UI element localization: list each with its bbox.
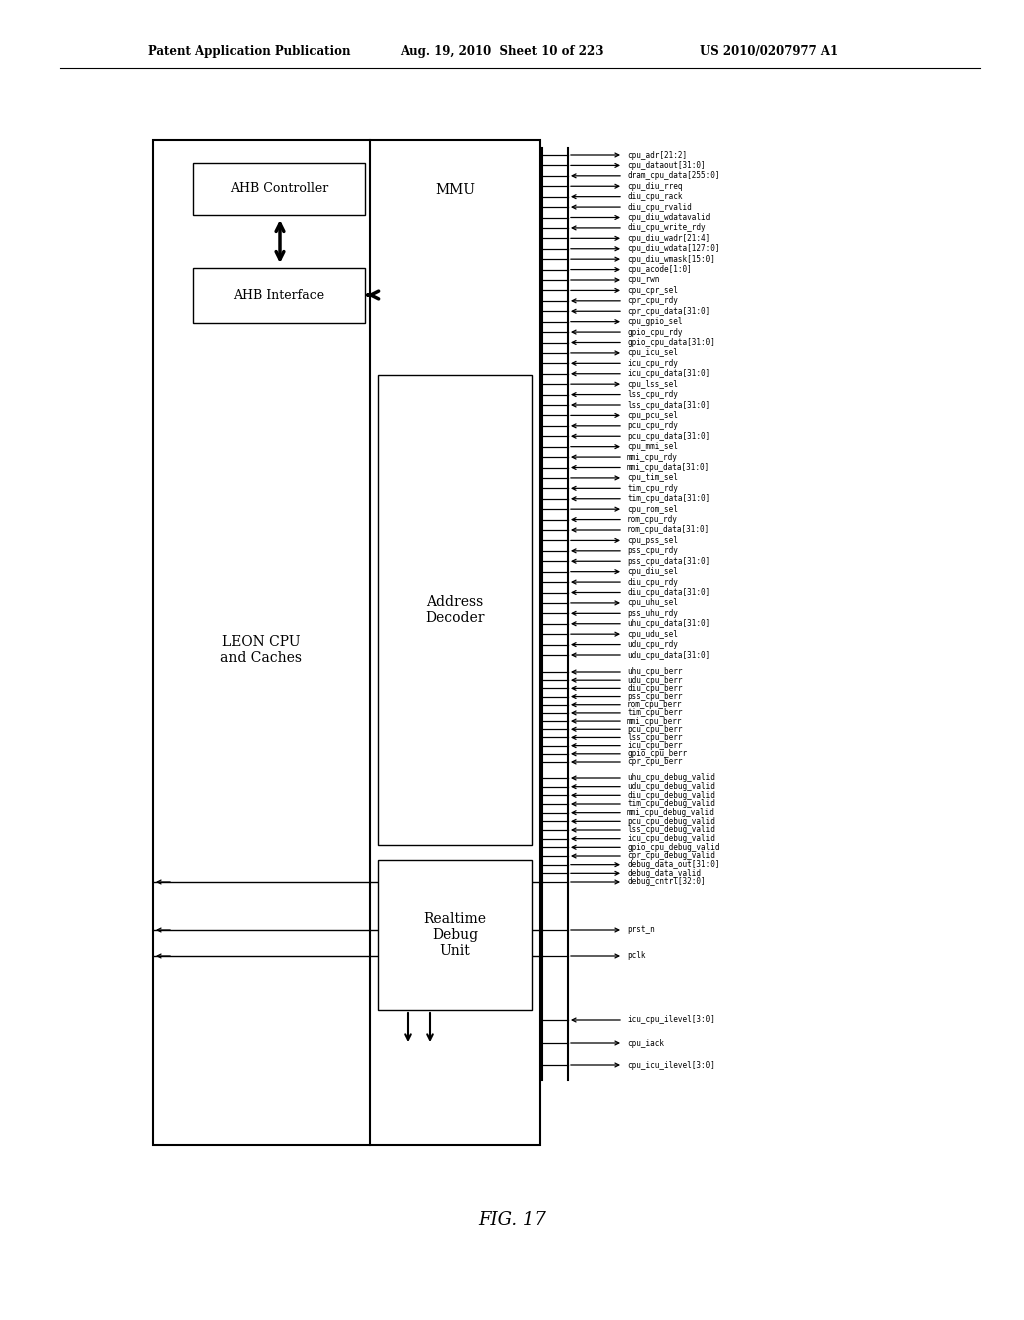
- Text: tim_cpu_data[31:0]: tim_cpu_data[31:0]: [627, 494, 711, 503]
- Text: cpu_udu_sel: cpu_udu_sel: [627, 630, 678, 639]
- Text: pss_cpu_berr: pss_cpu_berr: [627, 692, 683, 701]
- Bar: [153, 140, 540, 1144]
- Text: lss_cpu_data[31:0]: lss_cpu_data[31:0]: [627, 400, 711, 409]
- Text: cpu_adr[21:2]: cpu_adr[21:2]: [627, 150, 687, 160]
- Text: diu_cpu_rack: diu_cpu_rack: [627, 193, 683, 201]
- Text: dram_cpu_data[255:0]: dram_cpu_data[255:0]: [627, 172, 720, 181]
- Text: cpu_diu_sel: cpu_diu_sel: [627, 568, 678, 576]
- Text: cpu_icu_ilevel[3:0]: cpu_icu_ilevel[3:0]: [627, 1060, 715, 1069]
- Text: prst_n: prst_n: [627, 925, 654, 935]
- Text: lss_cpu_debug_valid: lss_cpu_debug_valid: [627, 825, 715, 834]
- Text: Address
Decoder: Address Decoder: [425, 595, 484, 626]
- Text: mmi_cpu_data[31:0]: mmi_cpu_data[31:0]: [627, 463, 711, 473]
- Text: cpu_tim_sel: cpu_tim_sel: [627, 474, 678, 482]
- Text: gpio_cpu_rdy: gpio_cpu_rdy: [627, 327, 683, 337]
- Bar: [378, 375, 532, 845]
- Text: pss_cpu_data[31:0]: pss_cpu_data[31:0]: [627, 557, 711, 566]
- Text: debug_data_out[31:0]: debug_data_out[31:0]: [627, 861, 720, 869]
- Text: cpu_acode[1:0]: cpu_acode[1:0]: [627, 265, 692, 275]
- Text: diu_cpu_data[31:0]: diu_cpu_data[31:0]: [627, 587, 711, 597]
- Text: gpio_cpu_data[31:0]: gpio_cpu_data[31:0]: [627, 338, 715, 347]
- Text: icu_cpu_data[31:0]: icu_cpu_data[31:0]: [627, 370, 711, 379]
- Text: AHB Interface: AHB Interface: [233, 289, 325, 302]
- Text: udu_cpu_data[31:0]: udu_cpu_data[31:0]: [627, 651, 711, 660]
- Text: lss_cpu_berr: lss_cpu_berr: [627, 733, 683, 742]
- Text: cpr_cpu_rdy: cpr_cpu_rdy: [627, 296, 678, 305]
- Text: icu_cpu_berr: icu_cpu_berr: [627, 741, 683, 750]
- Text: cpu_iack: cpu_iack: [627, 1039, 664, 1048]
- Bar: [193, 162, 365, 215]
- Text: udu_cpu_debug_valid: udu_cpu_debug_valid: [627, 783, 715, 791]
- Text: cpu_diu_wadr[21:4]: cpu_diu_wadr[21:4]: [627, 234, 711, 243]
- Text: cpu_diu_wmask[15:0]: cpu_diu_wmask[15:0]: [627, 255, 715, 264]
- Text: pcu_cpu_rdy: pcu_cpu_rdy: [627, 421, 678, 430]
- Text: rom_cpu_berr: rom_cpu_berr: [627, 700, 683, 709]
- Text: diu_cpu_rvalid: diu_cpu_rvalid: [627, 202, 692, 211]
- Text: cpr_cpu_berr: cpr_cpu_berr: [627, 758, 683, 767]
- Text: icu_cpu_ilevel[3:0]: icu_cpu_ilevel[3:0]: [627, 1015, 715, 1024]
- Text: cpu_icu_sel: cpu_icu_sel: [627, 348, 678, 358]
- Text: US 2010/0207977 A1: US 2010/0207977 A1: [700, 45, 838, 58]
- Text: icu_cpu_debug_valid: icu_cpu_debug_valid: [627, 834, 715, 843]
- Text: uhu_cpu_debug_valid: uhu_cpu_debug_valid: [627, 774, 715, 783]
- Text: cpu_diu_wdatavalid: cpu_diu_wdatavalid: [627, 213, 711, 222]
- Text: rom_cpu_data[31:0]: rom_cpu_data[31:0]: [627, 525, 711, 535]
- Text: cpu_lss_sel: cpu_lss_sel: [627, 380, 678, 388]
- Text: cpu_diu_wdata[127:0]: cpu_diu_wdata[127:0]: [627, 244, 720, 253]
- Text: gpio_cpu_berr: gpio_cpu_berr: [627, 750, 687, 758]
- Text: udu_cpu_rdy: udu_cpu_rdy: [627, 640, 678, 649]
- Text: LEON CPU
and Caches: LEON CPU and Caches: [220, 635, 302, 665]
- Text: udu_cpu_berr: udu_cpu_berr: [627, 676, 683, 685]
- Text: lss_cpu_rdy: lss_cpu_rdy: [627, 391, 678, 399]
- Text: pcu_cpu_debug_valid: pcu_cpu_debug_valid: [627, 817, 715, 826]
- Text: cpu_uhu_sel: cpu_uhu_sel: [627, 598, 678, 607]
- Text: cpr_cpu_debug_valid: cpr_cpu_debug_valid: [627, 851, 715, 861]
- Text: cpu_diu_rreq: cpu_diu_rreq: [627, 182, 683, 191]
- Text: cpu_pss_sel: cpu_pss_sel: [627, 536, 678, 545]
- Text: MMU: MMU: [435, 183, 475, 197]
- Text: cpu_cpr_sel: cpu_cpr_sel: [627, 286, 678, 294]
- Text: pcu_cpu_data[31:0]: pcu_cpu_data[31:0]: [627, 432, 711, 441]
- Text: debug_cntrl[32:0]: debug_cntrl[32:0]: [627, 878, 706, 887]
- Text: uhu_cpu_berr: uhu_cpu_berr: [627, 668, 683, 676]
- Text: Realtime
Debug
Unit: Realtime Debug Unit: [424, 912, 486, 958]
- Text: pss_uhu_rdy: pss_uhu_rdy: [627, 609, 678, 618]
- Text: rom_cpu_rdy: rom_cpu_rdy: [627, 515, 678, 524]
- Text: Patent Application Publication: Patent Application Publication: [148, 45, 350, 58]
- Text: Aug. 19, 2010  Sheet 10 of 223: Aug. 19, 2010 Sheet 10 of 223: [400, 45, 603, 58]
- Text: tim_cpu_berr: tim_cpu_berr: [627, 709, 683, 717]
- Text: mmi_cpu_rdy: mmi_cpu_rdy: [627, 453, 678, 462]
- Text: cpu_pcu_sel: cpu_pcu_sel: [627, 411, 678, 420]
- Text: FIG. 17: FIG. 17: [478, 1210, 546, 1229]
- Text: diu_cpu_rdy: diu_cpu_rdy: [627, 578, 678, 586]
- Text: cpu_rom_sel: cpu_rom_sel: [627, 504, 678, 513]
- Text: cpu_rwn: cpu_rwn: [627, 276, 659, 285]
- Text: pss_cpu_rdy: pss_cpu_rdy: [627, 546, 678, 556]
- Text: diu_cpu_berr: diu_cpu_berr: [627, 684, 683, 693]
- Bar: [193, 268, 365, 323]
- Text: icu_cpu_rdy: icu_cpu_rdy: [627, 359, 678, 368]
- Text: gpio_cpu_debug_valid: gpio_cpu_debug_valid: [627, 843, 720, 851]
- Text: tim_cpu_rdy: tim_cpu_rdy: [627, 484, 678, 492]
- Text: cpu_dataout[31:0]: cpu_dataout[31:0]: [627, 161, 706, 170]
- Text: mmi_cpu_debug_valid: mmi_cpu_debug_valid: [627, 808, 715, 817]
- Text: mmi_cpu_berr: mmi_cpu_berr: [627, 717, 683, 726]
- Text: cpu_mmi_sel: cpu_mmi_sel: [627, 442, 678, 451]
- Text: diu_cpu_write_rdy: diu_cpu_write_rdy: [627, 223, 706, 232]
- Text: debug_data_valid: debug_data_valid: [627, 869, 701, 878]
- Text: cpu_gpio_sel: cpu_gpio_sel: [627, 317, 683, 326]
- Text: pclk: pclk: [627, 952, 645, 961]
- Text: diu_cpu_debug_valid: diu_cpu_debug_valid: [627, 791, 715, 800]
- Text: tim_cpu_debug_valid: tim_cpu_debug_valid: [627, 800, 715, 808]
- Bar: [378, 861, 532, 1010]
- Text: pcu_cpu_berr: pcu_cpu_berr: [627, 725, 683, 734]
- Text: uhu_cpu_data[31:0]: uhu_cpu_data[31:0]: [627, 619, 711, 628]
- Text: cpr_cpu_data[31:0]: cpr_cpu_data[31:0]: [627, 306, 711, 315]
- Text: AHB Controller: AHB Controller: [229, 182, 328, 195]
